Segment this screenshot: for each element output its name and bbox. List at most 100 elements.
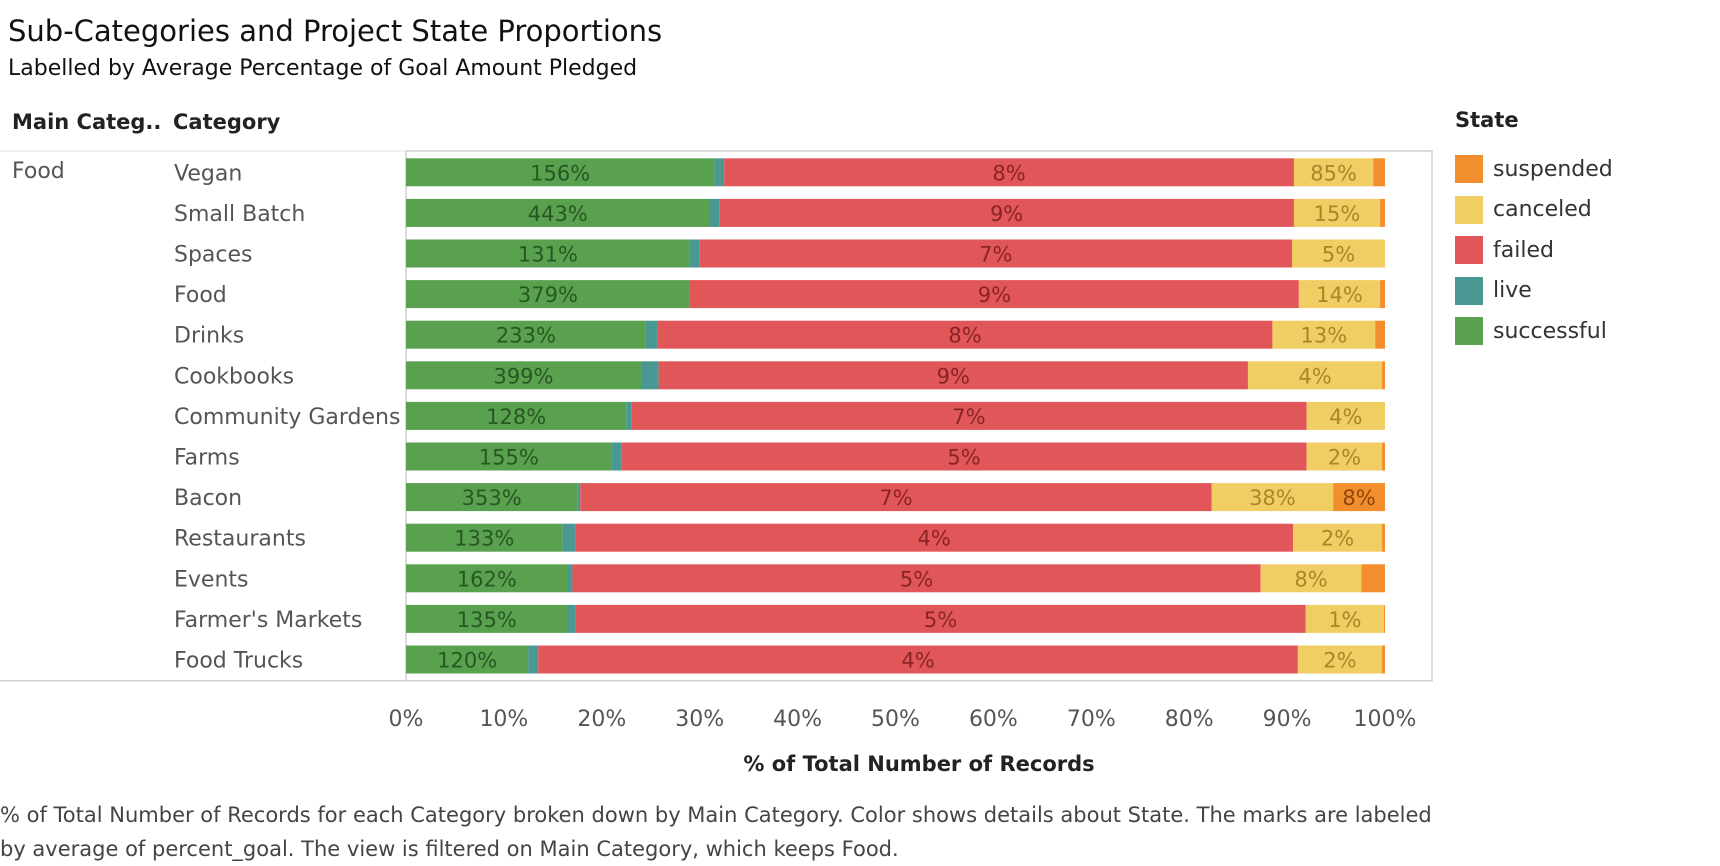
bar-events-suspended[interactable] <box>1361 564 1385 593</box>
bar-small-batch-suspended[interactable] <box>1380 198 1385 227</box>
bar-food-trucks-canceled[interactable] <box>1297 645 1383 674</box>
legend-item-suspended[interactable]: suspended <box>1455 154 1613 184</box>
category-label-restaurants[interactable]: Restaurants <box>174 527 306 552</box>
bar-small-batch-failed[interactable] <box>719 198 1294 227</box>
bar-spaces-canceled[interactable] <box>1291 239 1385 268</box>
bar-farms-successful[interactable] <box>406 442 612 471</box>
data-label-drinks-failed: 8% <box>948 324 981 348</box>
main-category-header[interactable]: Main Categ.. <box>12 110 162 134</box>
bar-cookbooks-failed[interactable] <box>658 361 1248 390</box>
category-label-farms[interactable]: Farms <box>174 446 240 471</box>
x-tick-label: 90% <box>1263 707 1312 732</box>
bar-small-batch-successful[interactable] <box>406 198 710 227</box>
bar-community-gardens-failed[interactable] <box>631 401 1307 430</box>
data-label-bacon-canceled: 38% <box>1249 486 1296 510</box>
bar-drinks-failed[interactable] <box>657 320 1273 349</box>
bar-food-successful[interactable] <box>406 280 690 309</box>
bar-events-canceled[interactable] <box>1260 564 1362 593</box>
bar-bacon-successful[interactable] <box>406 483 578 512</box>
bar-vegan-successful[interactable] <box>406 158 715 187</box>
category-label-community-gardens[interactable]: Community Gardens <box>174 405 400 430</box>
category-label-food[interactable]: Food <box>174 283 227 308</box>
data-label-small-batch-successful: 443% <box>528 202 588 226</box>
data-label-vegan-failed: 8% <box>992 161 1025 185</box>
bar-bacon-canceled[interactable] <box>1211 483 1334 512</box>
bar-community-gardens-live[interactable] <box>626 401 632 430</box>
legend-item-live[interactable]: live <box>1455 276 1532 306</box>
bar-food-trucks-suspended[interactable] <box>1382 645 1385 674</box>
category-header[interactable]: Category <box>173 110 281 134</box>
bar-cookbooks-successful[interactable] <box>406 361 641 390</box>
category-label-cookbooks[interactable]: Cookbooks <box>174 364 294 389</box>
chart-caption: % of Total Number of Records for each Ca… <box>0 803 1432 861</box>
bar-food-canceled[interactable] <box>1298 280 1381 309</box>
bar-farmer-s-markets-suspended[interactable] <box>1384 604 1385 633</box>
bar-cookbooks-live[interactable] <box>640 361 659 390</box>
bar-events-failed[interactable] <box>572 564 1261 593</box>
category-label-spaces[interactable]: Spaces <box>174 243 253 268</box>
bar-events-successful[interactable] <box>406 564 568 593</box>
bar-restaurants-live[interactable] <box>562 523 576 552</box>
bar-small-batch-live[interactable] <box>709 198 720 227</box>
bar-community-gardens-successful[interactable] <box>406 401 627 430</box>
category-label-bacon[interactable]: Bacon <box>174 486 242 511</box>
bar-food-trucks-failed[interactable] <box>538 645 1298 674</box>
bar-restaurants-suspended[interactable] <box>1382 523 1385 552</box>
bar-farmer-s-markets-failed[interactable] <box>575 604 1306 633</box>
bar-restaurants-canceled[interactable] <box>1292 523 1383 552</box>
bar-farms-failed[interactable] <box>621 442 1307 471</box>
bar-farmer-s-markets-successful[interactable] <box>406 604 568 633</box>
bar-food-suspended[interactable] <box>1380 280 1385 309</box>
category-label-farmer-s-markets[interactable]: Farmer's Markets <box>174 608 362 633</box>
bar-bacon-suspended[interactable] <box>1333 483 1385 512</box>
data-label-events-successful: 162% <box>457 567 517 591</box>
x-axis-title[interactable]: % of Total Number of Records <box>743 752 1094 776</box>
bar-restaurants-failed[interactable] <box>575 523 1293 552</box>
legend-item-successful[interactable]: successful <box>1455 316 1607 346</box>
bar-food-trucks-live[interactable] <box>528 645 539 674</box>
category-label-small-batch[interactable]: Small Batch <box>174 202 305 227</box>
category-label-food-trucks[interactable]: Food Trucks <box>174 649 303 674</box>
bar-spaces-successful[interactable] <box>406 239 690 268</box>
bar-bacon-live[interactable] <box>577 483 581 512</box>
bar-food-failed[interactable] <box>689 280 1299 309</box>
bar-vegan-live[interactable] <box>714 158 725 187</box>
bar-farmer-s-markets-live[interactable] <box>567 604 576 633</box>
stacked-bar-chart: Food Vegan 156% 8% 85% Small Batch 443% 9% 15% Sp… <box>0 150 1433 776</box>
legend-label-suspended: suspended <box>1493 156 1613 182</box>
bar-cookbooks-suspended[interactable] <box>1382 361 1385 390</box>
bar-cookbooks-canceled[interactable] <box>1247 361 1383 390</box>
bar-farmer-s-markets-canceled[interactable] <box>1305 604 1385 633</box>
bar-small-batch-canceled[interactable] <box>1293 198 1381 227</box>
bar-drinks-live[interactable] <box>645 320 658 349</box>
bar-events-live[interactable] <box>567 564 573 593</box>
bar-food-trucks-successful[interactable] <box>406 645 529 674</box>
data-label-farmer-s-markets-canceled: 1% <box>1328 608 1361 632</box>
chart-title: Sub-Categories and Project State Proport… <box>8 14 663 48</box>
bar-bacon-failed[interactable] <box>580 483 1212 512</box>
bar-restaurants-successful[interactable] <box>406 523 563 552</box>
bar-drinks-canceled[interactable] <box>1272 320 1376 349</box>
data-label-events-failed: 5% <box>900 567 933 591</box>
bar-farms-canceled[interactable] <box>1306 442 1383 471</box>
legend-item-failed[interactable]: failed <box>1455 235 1554 265</box>
bar-vegan-suspended[interactable] <box>1373 158 1385 187</box>
bar-vegan-canceled[interactable] <box>1293 158 1374 187</box>
main-category-label[interactable]: Food <box>12 159 65 184</box>
bar-farms-live[interactable] <box>611 442 622 471</box>
category-label-drinks[interactable]: Drinks <box>174 324 244 349</box>
bar-community-gardens-canceled[interactable] <box>1306 401 1385 430</box>
category-label-vegan[interactable]: Vegan <box>174 161 242 186</box>
category-label-events[interactable]: Events <box>174 567 249 592</box>
data-label-spaces-canceled: 5% <box>1322 243 1355 267</box>
bar-vegan-failed[interactable] <box>724 158 1294 187</box>
legend-swatch-suspended <box>1455 155 1483 183</box>
bar-drinks-successful[interactable] <box>406 320 646 349</box>
data-label-cookbooks-canceled: 4% <box>1298 364 1331 388</box>
bar-spaces-live[interactable] <box>689 239 700 268</box>
data-label-vegan-successful: 156% <box>530 161 590 185</box>
bar-spaces-failed[interactable] <box>699 239 1292 268</box>
bar-farms-suspended[interactable] <box>1382 442 1385 471</box>
bar-drinks-suspended[interactable] <box>1375 320 1385 349</box>
legend-item-canceled[interactable]: canceled <box>1455 195 1592 225</box>
